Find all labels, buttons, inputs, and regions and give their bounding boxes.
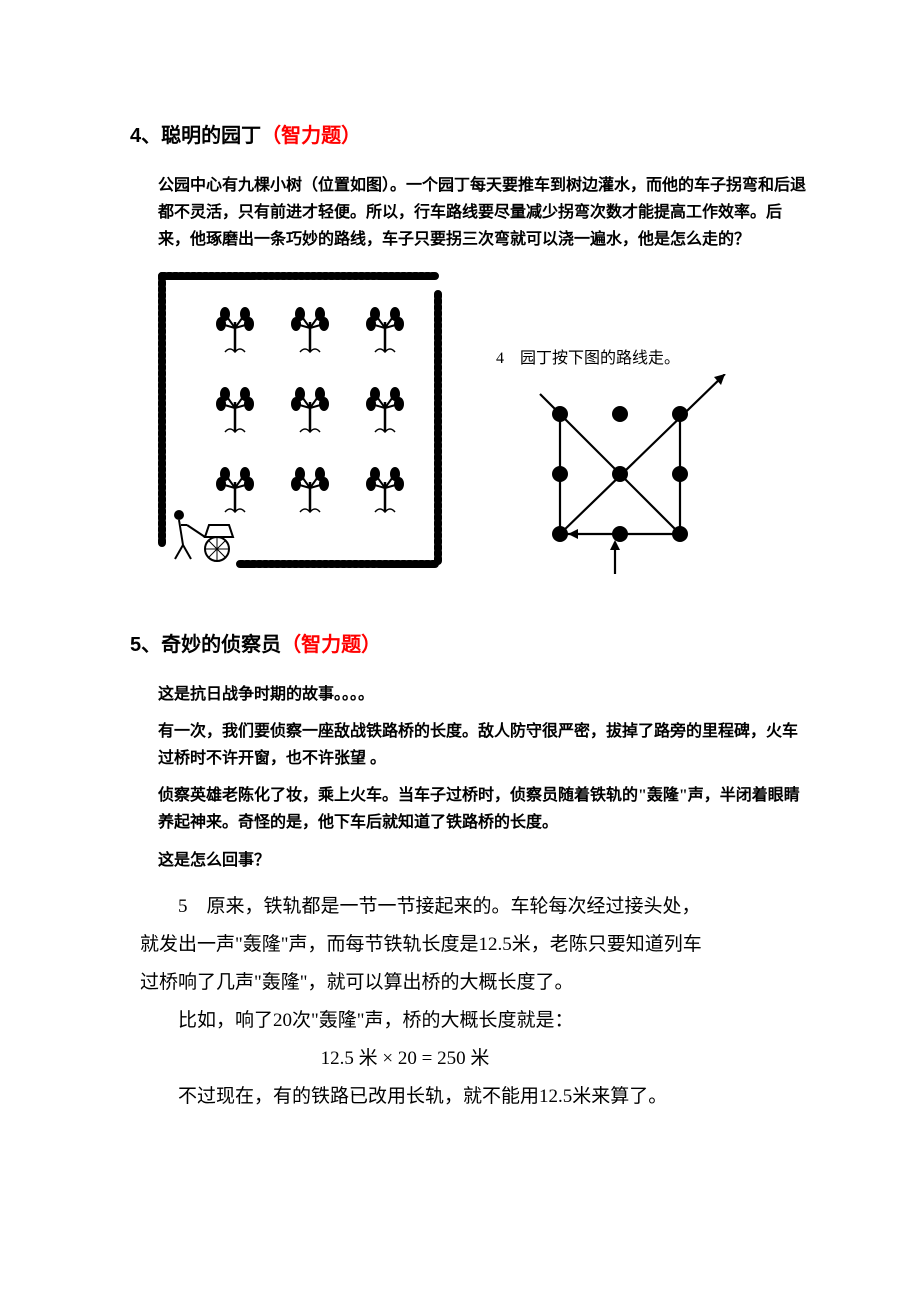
section5-para1: 这是抗日战争时期的故事。。。。: [158, 681, 810, 708]
section5-tag: （智力题）: [281, 634, 381, 656]
section5-para4: 这是怎么回事？: [158, 847, 810, 874]
section5-ans2: 比如，响了20次"轰隆"声，桥的大概长度就是：: [140, 1002, 710, 1040]
solution-label: 4 园丁按下图的路线走。: [496, 344, 770, 368]
section5-para2: 有一次，我们要侦察一座敌战铁路桥的长度。敌人防守很严密，拔掉了路旁的里程碑，火车…: [158, 718, 810, 772]
section4-paragraph: 公园中心有九棵小树（位置如图）。一个园丁每天要推车到树边灌水，而他的车子拐弯和后…: [158, 172, 810, 254]
section5-para3: 侦察英雄老陈化了妆，乘上火车。当车子过桥时，侦察员随着铁轨的"轰隆"声，半闭着眼…: [158, 782, 810, 836]
garden-svg: [150, 264, 450, 574]
garden-illustration: [150, 264, 450, 574]
path-diagram-svg: [520, 374, 770, 584]
section4-figures: 4 园丁按下图的路线走。: [150, 264, 810, 589]
section5-number: 5、: [130, 634, 161, 656]
section5-name: 奇妙的侦察员: [161, 634, 281, 656]
section5-answer: 5 原来，铁轨都是一节一节接起来的。车轮每次经过接头处，就发出一声"轰隆"声，而…: [140, 888, 710, 1116]
section5-ans3: 12.5 米 × 20 = 250 米: [100, 1040, 710, 1078]
section4-title: 4、聪明的园丁（智力题）: [130, 120, 810, 152]
section5-ans1: 5 原来，铁轨都是一节一节接起来的。车轮每次经过接头处，就发出一声"轰隆"声，而…: [140, 888, 710, 1002]
section5-ans4: 不过现在，有的铁路已改用长轨，就不能用12.5米来算了。: [140, 1078, 710, 1116]
section4-tag: （智力题）: [261, 125, 361, 147]
document-page: 4、聪明的园丁（智力题） 公园中心有九棵小树（位置如图）。一个园丁每天要推车到树…: [0, 0, 920, 1302]
section4-number: 4、: [130, 125, 161, 147]
section5-title: 5、奇妙的侦察员（智力题）: [130, 629, 810, 661]
solution-diagram-block: 4 园丁按下图的路线走。: [490, 264, 770, 589]
section4-name: 聪明的园丁: [161, 125, 261, 147]
